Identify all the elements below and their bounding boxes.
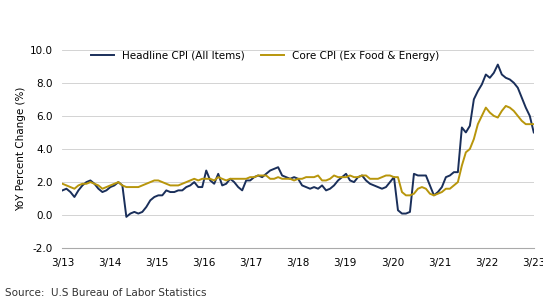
Headline CPI (All Items): [159, 194, 166, 197]
Text: Inflation (Consumer Price Index): Inflation (Consumer Price Index): [8, 15, 331, 32]
Headline CPI (All Items): [211, 182, 218, 185]
Headline CPI (All Items): [466, 124, 473, 128]
Core CPI (Ex Food & Energy): [466, 147, 473, 151]
Core CPI (Ex Food & Energy): [59, 182, 66, 185]
Line: Headline CPI (All Items): Headline CPI (All Items): [62, 65, 534, 217]
Core CPI (Ex Food & Energy): [155, 178, 162, 182]
Core CPI (Ex Food & Energy): [407, 194, 413, 197]
Line: Core CPI (Ex Food & Energy): Core CPI (Ex Food & Energy): [62, 106, 534, 195]
Core CPI (Ex Food & Energy): [335, 175, 342, 179]
Headline CPI (All Items): [443, 175, 449, 179]
Text: Source:  U.S Bureau of Labor Statistics: Source: U.S Bureau of Labor Statistics: [5, 288, 207, 298]
Y-axis label: YoY Percent Change (%): YoY Percent Change (%): [16, 87, 26, 211]
Headline CPI (All Items): [531, 131, 537, 134]
Core CPI (Ex Food & Energy): [207, 177, 213, 181]
Core CPI (Ex Food & Energy): [531, 123, 537, 126]
Core CPI (Ex Food & Energy): [403, 194, 409, 197]
Legend: Headline CPI (All Items), Core CPI (Ex Food & Energy): Headline CPI (All Items), Core CPI (Ex F…: [91, 51, 439, 61]
Headline CPI (All Items): [59, 188, 66, 192]
Headline CPI (All Items): [495, 63, 501, 67]
Core CPI (Ex Food & Energy): [443, 187, 449, 191]
Headline CPI (All Items): [123, 215, 130, 219]
Headline CPI (All Items): [339, 175, 345, 179]
Core CPI (Ex Food & Energy): [503, 104, 509, 108]
Headline CPI (All Items): [407, 210, 413, 214]
